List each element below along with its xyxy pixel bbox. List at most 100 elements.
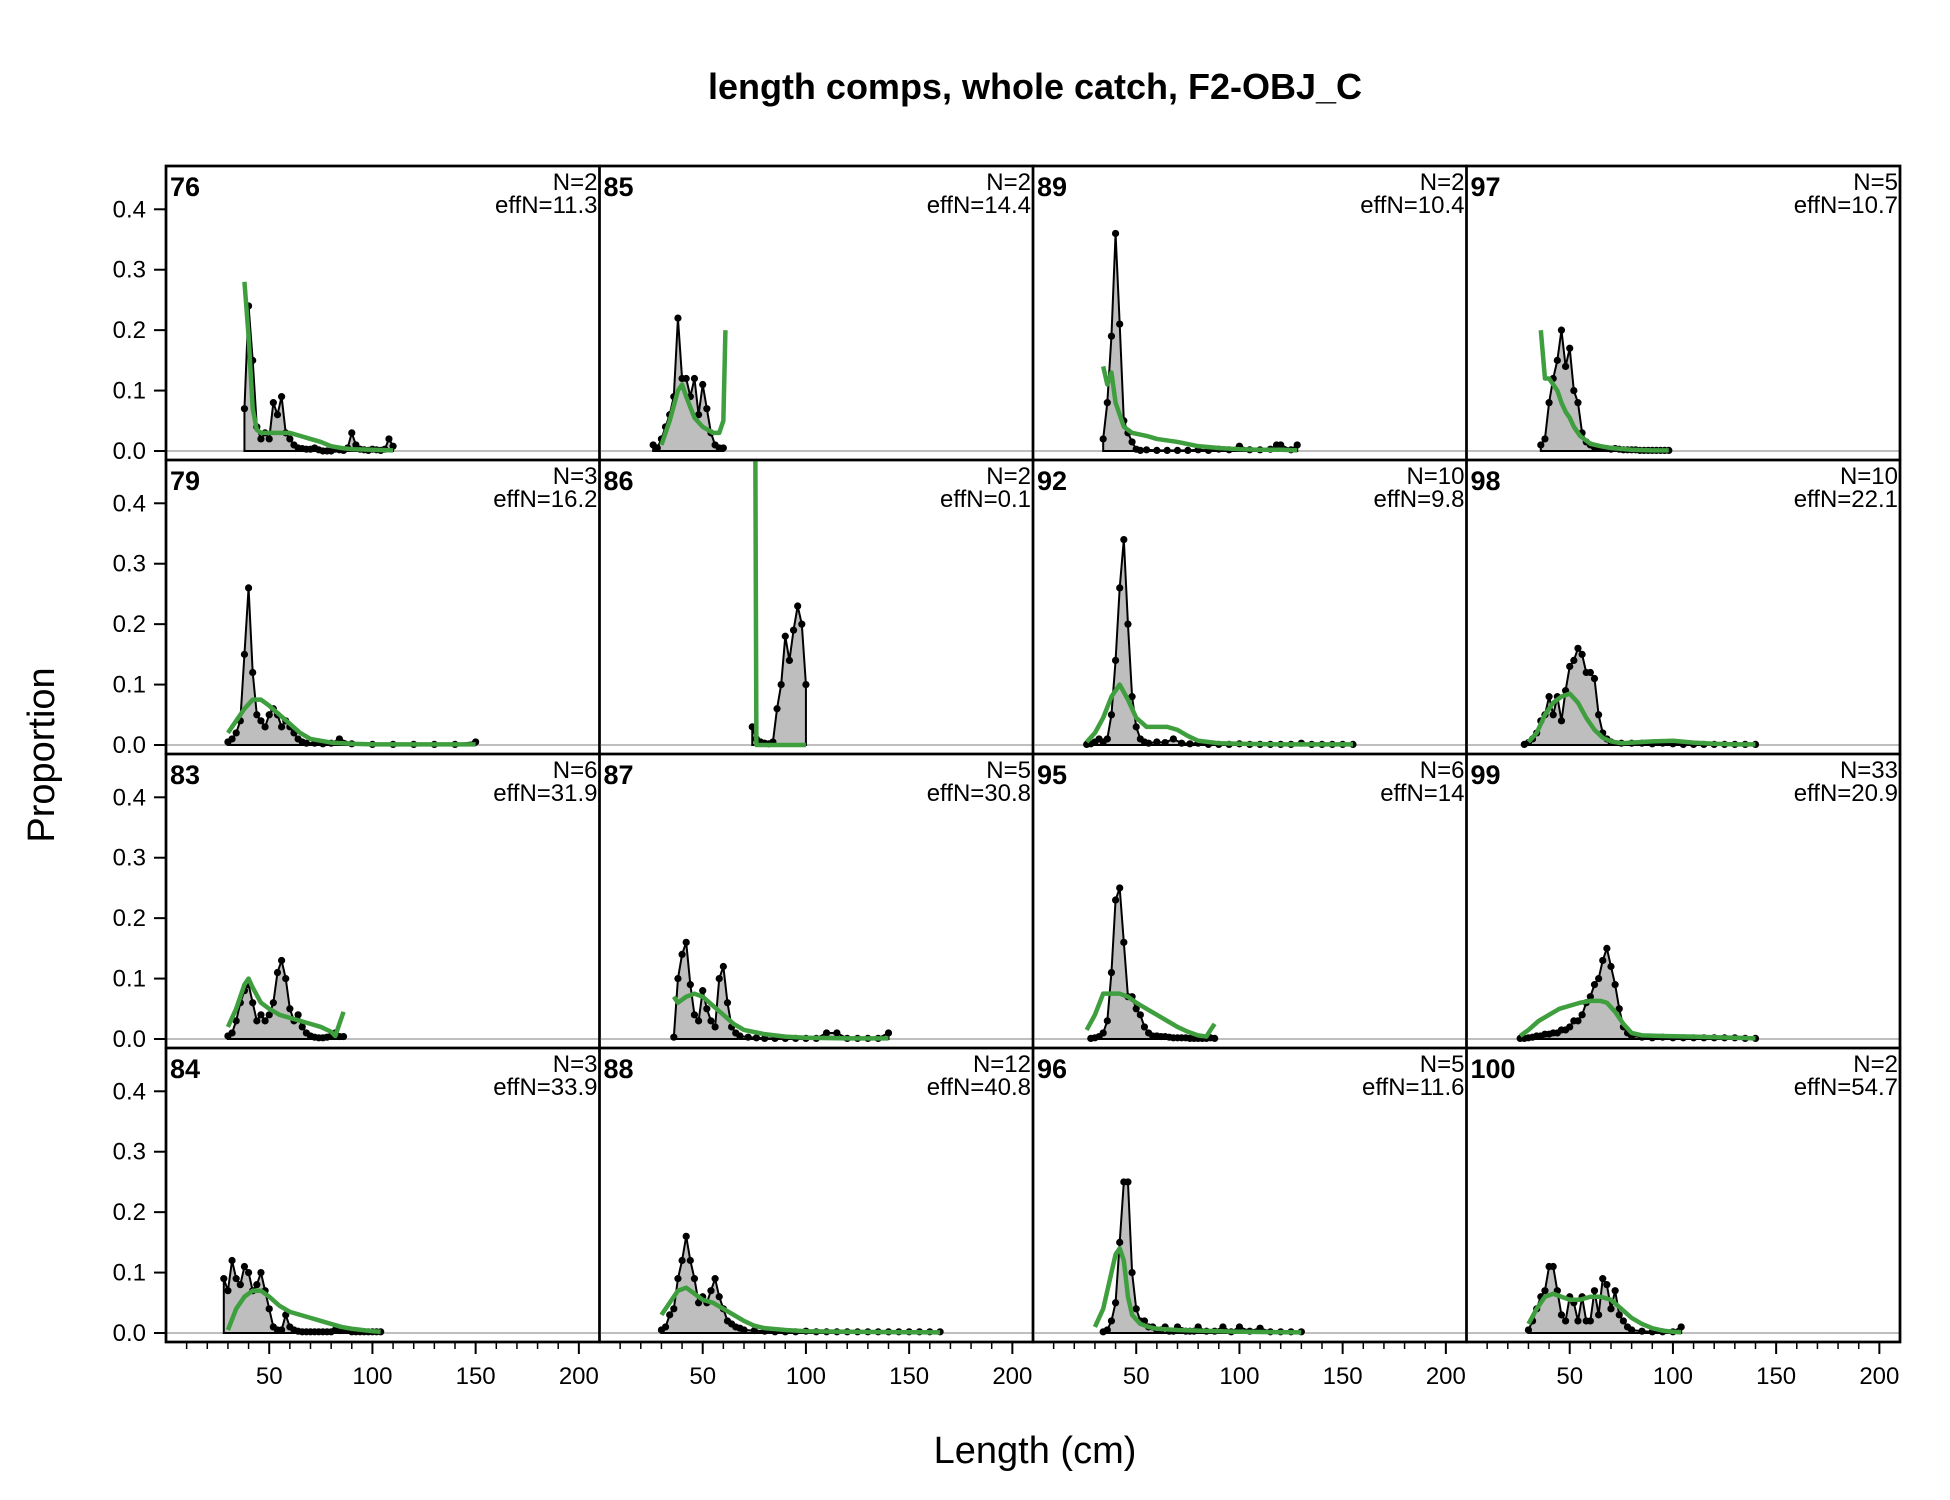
panel-n: N=2 xyxy=(986,169,1031,196)
observed-point xyxy=(666,1311,674,1319)
observed-point xyxy=(789,626,798,634)
panel-n: N=6 xyxy=(1420,757,1465,784)
observed-point xyxy=(1541,1287,1549,1295)
observed-point xyxy=(1574,644,1582,652)
observed-point xyxy=(257,435,265,443)
observed-point xyxy=(1599,1275,1607,1283)
observed-point xyxy=(1574,1017,1582,1025)
observed-point xyxy=(1566,1023,1574,1031)
y-tick-label: 0.1 xyxy=(113,1260,146,1287)
observed-area xyxy=(243,305,395,452)
observed-point xyxy=(678,1256,686,1265)
observed-point xyxy=(249,999,257,1007)
panel-label: 95 xyxy=(1037,760,1067,790)
observed-point xyxy=(661,1323,670,1331)
observed-point xyxy=(1574,399,1582,407)
observed-point xyxy=(253,1017,261,1025)
observed-point xyxy=(1615,1311,1623,1319)
observed-point xyxy=(265,1011,273,1019)
panel-n: N=2 xyxy=(1853,1051,1898,1078)
y-tick-label: 0.4 xyxy=(113,490,146,517)
x-tick-label: 150 xyxy=(889,1363,929,1390)
observed-point xyxy=(1161,738,1169,747)
observed-point xyxy=(273,968,282,977)
observed-point xyxy=(1590,1287,1599,1295)
expected-line xyxy=(242,281,394,453)
y-tick-label: 0.0 xyxy=(113,732,146,759)
panel-label: 89 xyxy=(1037,172,1067,202)
observed-point xyxy=(1615,1005,1623,1013)
observed-area xyxy=(1089,887,1216,1040)
observed-point xyxy=(694,1017,703,1025)
observed-point xyxy=(1611,1287,1619,1295)
observed-point xyxy=(1107,968,1116,977)
observed-point xyxy=(298,1023,306,1031)
observed-point xyxy=(253,1281,261,1289)
panel-effn: effN=40.8 xyxy=(927,1074,1031,1101)
expected-line xyxy=(1518,998,1756,1041)
observed-point xyxy=(389,442,397,450)
panel-n: N=3 xyxy=(553,463,598,490)
observed-point xyxy=(802,680,810,689)
expected-line xyxy=(1526,691,1756,747)
panel-effn: effN=16.2 xyxy=(493,486,597,513)
observed-point xyxy=(785,656,794,665)
observed-area xyxy=(660,1236,942,1334)
observed-point xyxy=(1116,320,1124,328)
observed-point xyxy=(1574,1317,1582,1325)
observed-point xyxy=(348,429,356,437)
expected-line xyxy=(659,330,728,446)
observed-point xyxy=(674,974,682,983)
panel-n: N=10 xyxy=(1840,463,1898,490)
panel-n: N=10 xyxy=(1406,463,1464,490)
observed-point xyxy=(1599,956,1607,965)
observed-point xyxy=(1677,1323,1685,1331)
observed-point xyxy=(1111,896,1120,904)
panel-label: 92 xyxy=(1037,466,1067,496)
observed-point xyxy=(1132,1005,1140,1013)
observed-point xyxy=(273,411,282,419)
panel-n: N=2 xyxy=(553,169,598,196)
observed-point xyxy=(740,1326,748,1334)
y-tick-label: 0.4 xyxy=(113,784,146,811)
observed-point xyxy=(1607,1305,1615,1313)
observed-point xyxy=(1163,446,1171,454)
expected-line xyxy=(1100,365,1298,453)
observed-point xyxy=(228,1256,236,1265)
panel-effn: effN=31.9 xyxy=(493,780,597,807)
observed-point xyxy=(1132,723,1140,731)
observed-point xyxy=(670,1033,678,1041)
panel-label: 79 xyxy=(170,466,200,496)
expected-line xyxy=(1092,1246,1302,1335)
observed-point xyxy=(690,374,699,383)
observed-point xyxy=(385,435,393,443)
observed-point xyxy=(1186,740,1194,748)
observed-point xyxy=(1586,668,1594,677)
panel-n: N=5 xyxy=(1853,169,1898,196)
observed-point xyxy=(670,1305,678,1313)
observed-point xyxy=(707,1287,715,1295)
observed-point xyxy=(1590,981,1599,989)
observed-point xyxy=(833,1029,841,1037)
observed-point xyxy=(269,399,277,407)
observed-area xyxy=(1102,233,1299,452)
observed-point xyxy=(1541,435,1549,443)
x-tick-label: 200 xyxy=(1426,1363,1466,1390)
observed-point xyxy=(1099,1029,1107,1037)
observed-point xyxy=(750,1326,758,1335)
observed-point xyxy=(690,1275,699,1283)
observed-point xyxy=(1638,1327,1646,1335)
observed-point xyxy=(723,999,732,1007)
x-tick-label: 200 xyxy=(992,1363,1032,1390)
observed-point xyxy=(257,1011,265,1019)
observed-point xyxy=(228,735,236,743)
observed-point xyxy=(1111,656,1120,665)
expected-line xyxy=(225,976,346,1039)
observed-point xyxy=(265,435,273,443)
observed-point xyxy=(244,584,253,592)
